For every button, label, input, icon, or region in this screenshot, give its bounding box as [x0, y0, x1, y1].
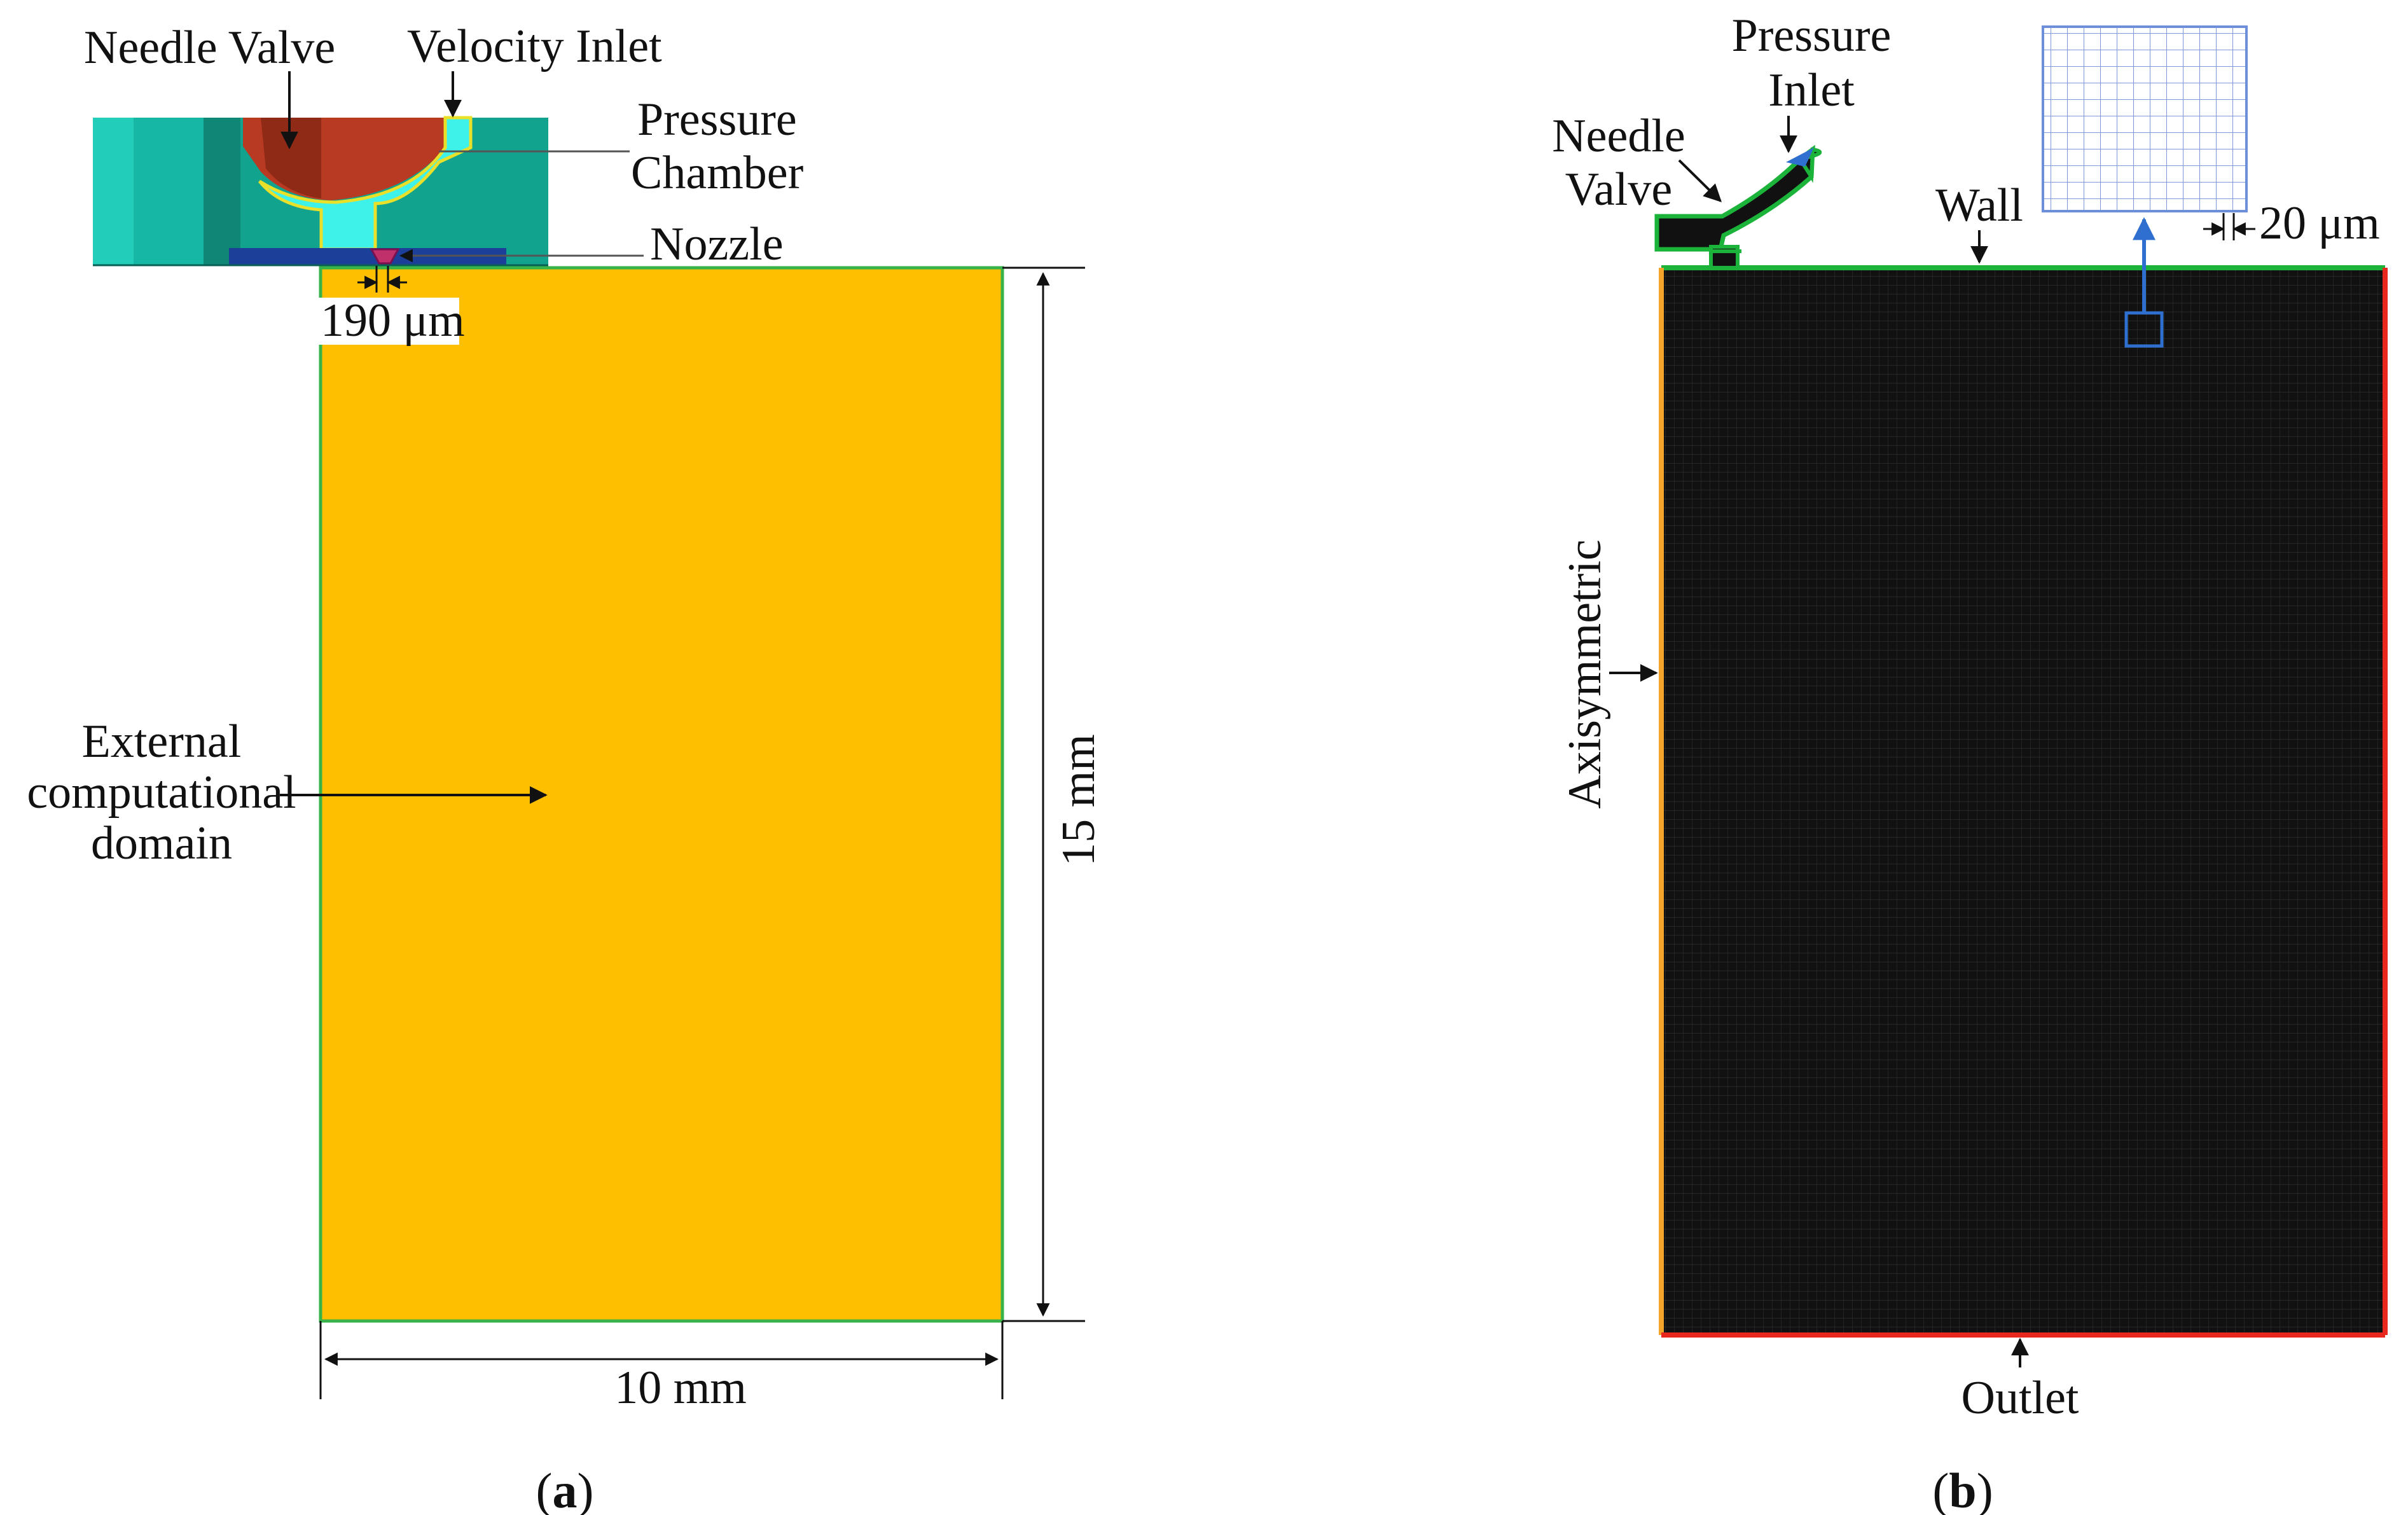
leader-needle-valve-b [1678, 159, 1722, 202]
label-velocity-inlet: Velocity Inlet [407, 20, 662, 73]
needle-valve-shade [261, 118, 321, 198]
label-pressure-inlet-1: Pressure [1732, 10, 1892, 62]
label-ext-2: computational [27, 766, 296, 819]
label-ext-1: External [82, 716, 242, 768]
caption-a-letter: a [553, 1463, 578, 1515]
label-needle-valve-b-2: Valve [1565, 163, 1673, 216]
label-nozzle: Nozzle [650, 218, 784, 270]
label-needle-valve-b-1: Needle [1552, 110, 1685, 162]
label-axisymmetric: Axisymmetric [1559, 539, 1611, 808]
label-nozzle-dim: 190 μm [321, 294, 465, 347]
nozzle-orifice [370, 248, 400, 265]
label-outlet: Outlet [1962, 1372, 2079, 1424]
mesh-inset [2042, 25, 2248, 212]
label-pressure-chamber-1: Pressure [637, 93, 797, 146]
label-wall: Wall [1935, 179, 2023, 232]
label-needle-valve: Needle Valve [84, 22, 335, 74]
body-left-shade [134, 118, 204, 265]
injector-body [93, 116, 548, 266]
nozzle-dim-bg [318, 298, 459, 345]
panel-a: Needle Valve Velocity Inlet Pressure Cha… [27, 20, 1105, 1515]
label-cell-size: 20 μm [2259, 197, 2380, 249]
injector-needle-region [1654, 144, 1815, 252]
body-right-shade [204, 118, 240, 265]
caption-a: (a) [536, 1463, 594, 1515]
injector-mesh [1654, 144, 1822, 270]
pressure-chamber-shape [258, 116, 473, 251]
panel-b: Pressure Inlet Needle Valve Wall 20 μm A… [1552, 10, 2388, 1515]
label-width-dim: 10 mm [614, 1362, 747, 1414]
label-pressure-chamber-2: Chamber [631, 147, 803, 199]
caption-b: (b) [1932, 1463, 1993, 1515]
label-ext-3: domain [91, 817, 232, 869]
caption-b-letter: b [1949, 1463, 1976, 1515]
label-height-dim: 15 mm [1053, 734, 1105, 866]
pressure-inlet-edge [1786, 148, 1814, 167]
mesh-domain [1661, 268, 2385, 1335]
label-pressure-inlet-2: Inlet [1768, 64, 1855, 116]
